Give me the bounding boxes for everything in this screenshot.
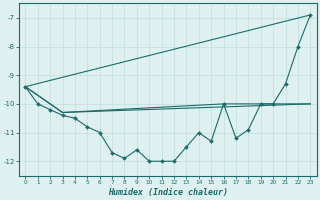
X-axis label: Humidex (Indice chaleur): Humidex (Indice chaleur) [108, 188, 228, 197]
